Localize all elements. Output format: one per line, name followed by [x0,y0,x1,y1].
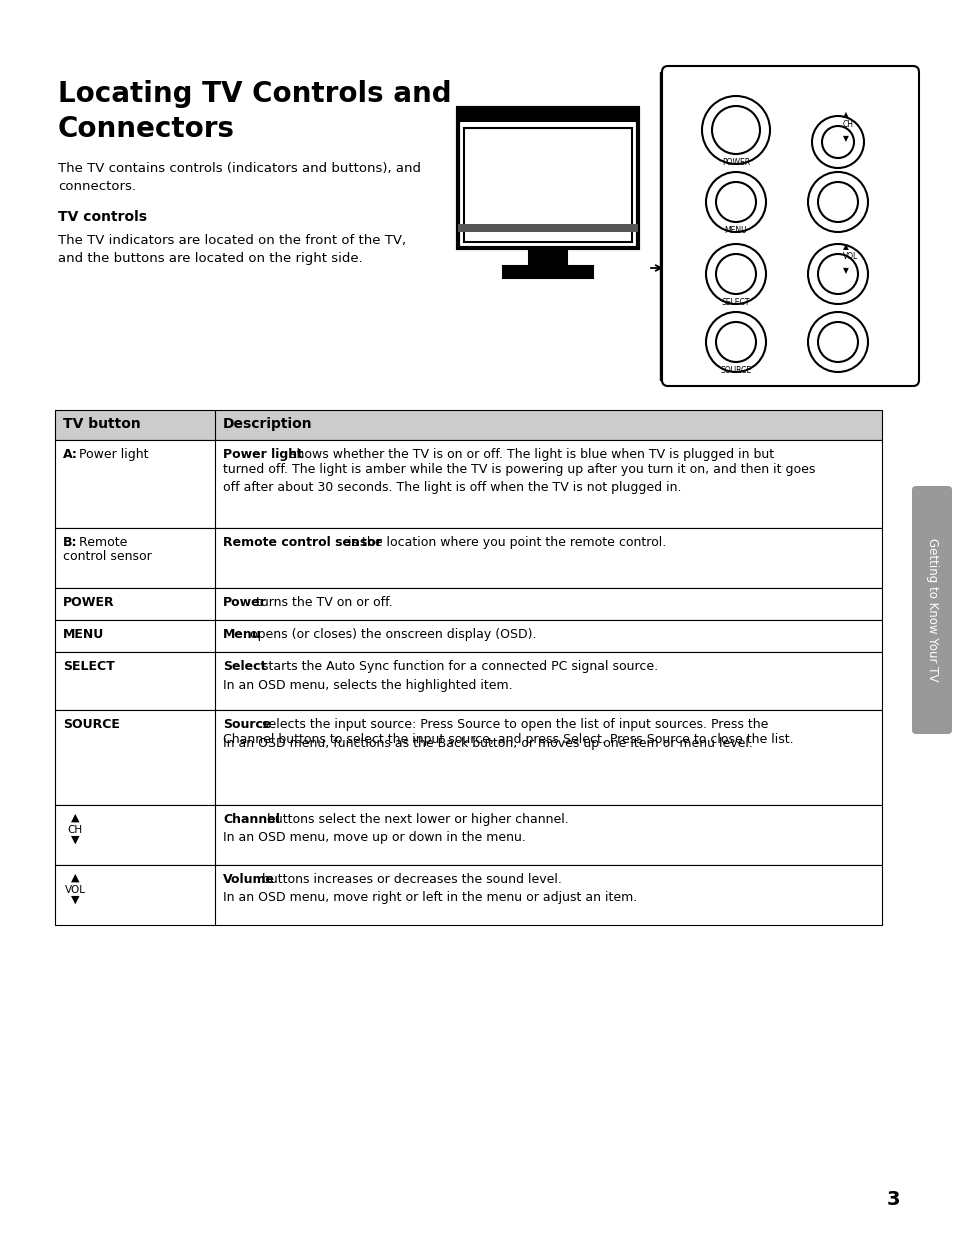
Text: Remote control sensor: Remote control sensor [223,536,381,550]
Circle shape [716,322,755,362]
Text: Remote: Remote [75,536,128,550]
Text: 3: 3 [885,1191,899,1209]
Text: off after about 30 seconds. The light is off when the TV is not plugged in.: off after about 30 seconds. The light is… [223,480,680,494]
Text: opens (or closes) the onscreen display (OSD).: opens (or closes) the onscreen display (… [246,629,536,641]
Text: POWER: POWER [721,158,749,167]
Text: Getting to Know Your TV: Getting to Know Your TV [925,538,939,682]
Circle shape [817,254,857,294]
Text: ▼: ▼ [842,135,848,143]
Text: In an OSD menu, move up or down in the menu.: In an OSD menu, move up or down in the m… [223,831,525,845]
Bar [463,128,631,242]
Text: ▲: ▲ [71,873,79,883]
Bar [55,620,882,652]
Bar [457,224,638,232]
Circle shape [807,312,867,372]
Text: selects the input source: Press Source to open the list of input sources. Press : selects the input source: Press Source t… [257,718,767,731]
Text: SOURCE: SOURCE [720,366,751,375]
Text: Description: Description [223,417,313,431]
Circle shape [705,245,765,304]
Text: In an OSD menu, move right or left in the menu or adjust an item.: In an OSD menu, move right or left in th… [223,892,637,904]
Circle shape [701,96,769,164]
FancyBboxPatch shape [911,487,951,734]
Text: turned off. The light is amber while the TV is powering up after you turn it on,: turned off. The light is amber while the… [223,462,815,475]
Bar [457,107,638,248]
Circle shape [807,172,867,232]
Bar [659,72,669,380]
Text: B:: B: [63,536,77,550]
Circle shape [821,126,853,158]
Text: Power light: Power light [75,448,149,461]
Text: ▼: ▼ [71,895,79,905]
Bar [55,652,882,710]
Text: Power: Power [223,597,267,609]
Bar [55,588,882,620]
Circle shape [817,322,857,362]
Text: Connectors: Connectors [58,115,234,143]
Text: Source: Source [223,718,271,731]
Text: ▲: ▲ [842,110,848,119]
Text: CH: CH [68,825,83,835]
Text: starts the Auto Sync function for a connected PC signal source.: starts the Auto Sync function for a conn… [257,659,657,673]
Text: Power light: Power light [223,448,303,461]
Bar [55,710,882,805]
Text: buttons increases or decreases the sound level.: buttons increases or decreases the sound… [257,873,561,885]
Circle shape [811,116,863,168]
Bar [529,248,566,266]
Text: TV controls: TV controls [58,210,147,224]
Text: VOL: VOL [65,885,86,895]
Bar [55,864,882,925]
Text: ▲: ▲ [71,813,79,823]
Circle shape [711,106,760,154]
Text: VOL: VOL [842,252,858,261]
Text: In an OSD menu, functions as the Back button, or moves up one item or menu level: In an OSD menu, functions as the Back bu… [223,736,752,750]
Text: Locating TV Controls and: Locating TV Controls and [58,80,451,107]
Text: ▲: ▲ [842,242,848,251]
Text: control sensor: control sensor [63,550,152,563]
Text: ▼: ▼ [71,835,79,845]
Circle shape [807,245,867,304]
Text: MENU: MENU [63,629,104,641]
Text: In an OSD menu, selects the highlighted item.: In an OSD menu, selects the highlighted … [223,678,512,692]
Bar [457,107,638,122]
Bar [55,440,882,529]
Text: turns the TV on or off.: turns the TV on or off. [252,597,392,609]
Bar [502,266,593,278]
Text: shows whether the TV is on or off. The light is blue when TV is plugged in but: shows whether the TV is on or off. The l… [286,448,774,461]
Circle shape [705,312,765,372]
Bar [55,410,882,440]
Text: The TV indicators are located on the front of the TV,
and the buttons are locate: The TV indicators are located on the fro… [58,233,406,266]
Bar [55,529,882,588]
Circle shape [705,172,765,232]
Circle shape [716,182,755,222]
Text: Channel: Channel [223,813,279,826]
Text: Channel buttons to select the input source, and press Select. Press Source to cl: Channel buttons to select the input sour… [223,732,793,746]
Text: The TV contains controls (indicators and buttons), and
connectors.: The TV contains controls (indicators and… [58,162,420,193]
Text: SOURCE: SOURCE [63,718,120,731]
Text: POWER: POWER [63,597,114,609]
Text: A:: A: [63,448,78,461]
Text: Select: Select [223,659,266,673]
Text: TV button: TV button [63,417,141,431]
Text: is the location where you point the remote control.: is the location where you point the remo… [344,536,665,550]
Text: Volume: Volume [223,873,274,885]
FancyBboxPatch shape [661,65,918,387]
Circle shape [817,182,857,222]
Text: A B: A B [549,256,566,266]
Text: SELECT: SELECT [63,659,114,673]
Bar [55,805,882,864]
Circle shape [716,254,755,294]
Text: buttons select the next lower or higher channel.: buttons select the next lower or higher … [263,813,569,826]
Text: MENU: MENU [724,226,746,235]
Text: CH: CH [842,120,853,128]
Text: Menu: Menu [223,629,261,641]
Text: SELECT: SELECT [721,298,749,308]
Text: ▼: ▼ [842,266,848,275]
